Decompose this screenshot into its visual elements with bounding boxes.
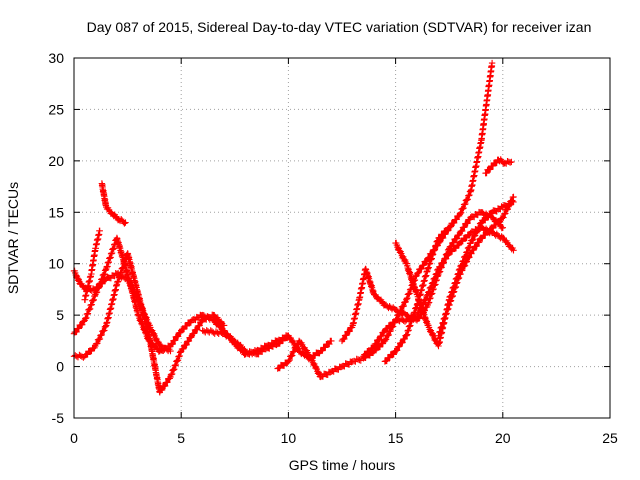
data-point-markers xyxy=(98,180,129,227)
series-track-6 xyxy=(199,327,335,363)
plot-frame xyxy=(73,57,611,419)
data-point-markers xyxy=(199,327,335,363)
data-point-markers xyxy=(482,156,515,177)
data-point-markers xyxy=(435,193,517,339)
data-point-markers xyxy=(381,224,453,365)
series-track-5 xyxy=(98,180,129,227)
y-tick-label: -5 xyxy=(52,410,65,426)
series-track-13 xyxy=(381,224,453,365)
x-tick-label: 5 xyxy=(177,430,185,446)
y-tick-label: 0 xyxy=(56,359,64,375)
data-point-markers xyxy=(338,208,506,345)
x-tick-label: 20 xyxy=(495,430,511,446)
x-tick-label: 10 xyxy=(281,430,297,446)
series-track-8 xyxy=(338,208,506,345)
y-tick-label: 10 xyxy=(48,256,64,272)
x-tick-label: 15 xyxy=(388,430,404,446)
x-tick-label: 25 xyxy=(602,430,618,446)
y-tick-label: 25 xyxy=(48,101,64,117)
y-tick-label: 15 xyxy=(48,204,64,220)
chart-title: Day 087 of 2015, Sidereal Day-to-day VTE… xyxy=(87,19,592,35)
series-track-11 xyxy=(435,193,517,339)
y-axis-label: SDTVAR / TECUs xyxy=(5,182,21,294)
y-tick-label: 5 xyxy=(56,307,64,323)
series-track-12 xyxy=(482,156,515,177)
series-track-3 xyxy=(70,267,174,355)
data-point-markers xyxy=(70,267,174,355)
data-point-markers xyxy=(274,59,496,381)
series-track-7 xyxy=(274,59,496,381)
data-point-markers xyxy=(81,227,103,303)
data-point-markers xyxy=(70,234,292,358)
y-tick-label: 30 xyxy=(48,50,64,66)
series-track-4 xyxy=(81,227,103,303)
x-axis-label: GPS time / hours xyxy=(289,457,396,473)
axis-ticks: 0 5 10 15 20 25 -5 0 5 10 15 20 25 30 xyxy=(48,50,618,446)
series-track-1 xyxy=(70,234,292,358)
y-tick-label: 20 xyxy=(48,153,64,169)
x-tick-label: 0 xyxy=(70,430,78,446)
data-points xyxy=(70,59,517,396)
